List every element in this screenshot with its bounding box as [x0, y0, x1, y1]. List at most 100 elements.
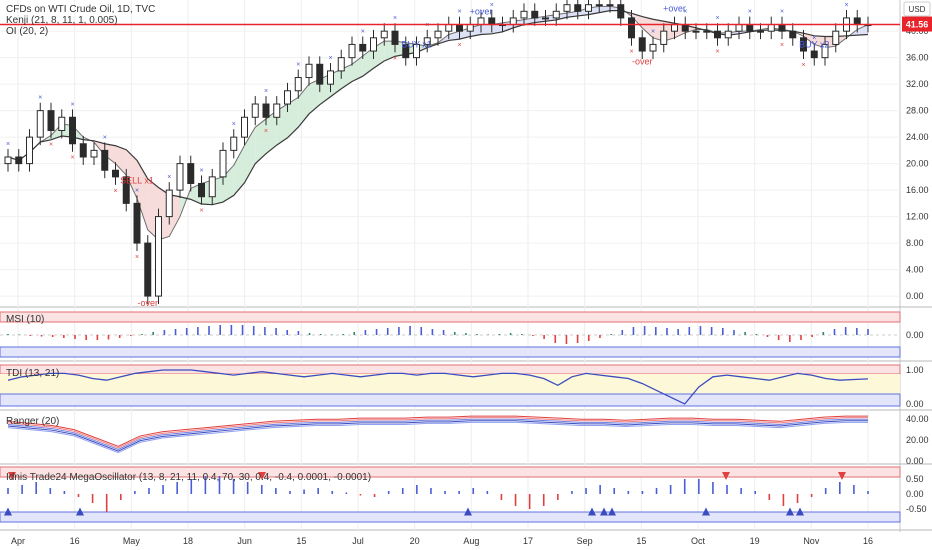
y-tick-label: 4.00	[906, 265, 924, 275]
signal-annotation: -over	[632, 56, 653, 66]
candle-down	[69, 116, 76, 145]
candle-up	[305, 63, 313, 79]
x-tick-label: 18	[183, 536, 193, 546]
candle-down	[778, 24, 786, 32]
ranger-line	[7, 417, 868, 449]
y-tick-label: 0.50	[906, 474, 924, 484]
candle-down	[402, 43, 410, 59]
mega-triangle-up	[464, 507, 472, 516]
candle-up	[520, 10, 528, 19]
x-tick-label: Sep	[577, 536, 593, 546]
kenji-cloud-segment	[309, 79, 320, 114]
candle-down	[391, 30, 399, 45]
candle-down	[574, 4, 582, 12]
signal-marker: ×	[780, 9, 784, 16]
candle-up	[219, 149, 227, 178]
kenji-cloud-segment	[115, 145, 127, 176]
oscillator-band	[0, 346, 901, 358]
x-tick-label: Jul	[352, 536, 364, 546]
candle-up	[251, 103, 259, 118]
candle-up	[445, 24, 453, 32]
signal-annotation: BUY x2	[799, 40, 829, 50]
candle-down	[746, 24, 754, 32]
signal-marker: ×	[715, 15, 719, 22]
mega-triangle-up	[76, 507, 84, 516]
kenji-cloud-segment	[362, 47, 374, 77]
signal-marker: ×	[715, 49, 719, 56]
pane-mega-label: Idnis Trade24 MegaOscillator (13, 8, 21,…	[6, 472, 372, 483]
candle-down	[133, 202, 141, 244]
mega-triangle-up	[608, 507, 616, 516]
candle-down	[101, 149, 109, 171]
candle-down	[617, 4, 625, 19]
x-tick-label: Oct	[691, 536, 706, 546]
ranger-line	[7, 418, 868, 451]
indicator-oi: OI (20, 2)	[6, 26, 49, 37]
signal-marker: ×	[103, 134, 107, 141]
kenji-cloud-segment	[384, 41, 395, 61]
mega-triangle-up	[588, 507, 596, 516]
signal-marker: ×	[780, 42, 784, 49]
candle-up	[90, 149, 98, 158]
candle-up	[36, 110, 44, 138]
candle-up	[466, 24, 474, 32]
candle-up	[327, 70, 334, 85]
candle-down	[853, 17, 861, 26]
current-price-value: 41.56	[906, 20, 929, 30]
candle-up	[671, 24, 678, 32]
candle-up	[434, 30, 442, 39]
candle-up	[155, 216, 162, 297]
signal-marker: ×	[629, 49, 633, 56]
candle-up	[735, 24, 743, 32]
tdi-line	[7, 369, 869, 405]
signal-marker: ×	[38, 95, 42, 102]
y-tick-label: 28.00	[906, 106, 929, 116]
candle-up	[832, 30, 840, 45]
signal-annotation: BUY x1	[401, 40, 431, 50]
candle-up	[413, 43, 420, 59]
candle-down	[638, 37, 646, 52]
kenji-cloud-segment	[104, 143, 116, 164]
candle-up	[757, 30, 764, 33]
candle-up	[348, 43, 356, 59]
candle-up	[821, 43, 829, 59]
x-tick-label: 17	[523, 536, 533, 546]
x-tick-label: Nov	[803, 536, 820, 546]
candle-up	[176, 163, 184, 191]
kenji-cloud-segment	[857, 24, 868, 36]
candle-up	[585, 4, 592, 12]
kenji-cloud-segment	[481, 24, 492, 35]
oscillator-band	[0, 393, 901, 407]
y-tick-label: 0.00	[906, 330, 924, 340]
y-tick-label: 32.00	[906, 79, 929, 89]
signal-marker: ×	[70, 101, 74, 108]
signal-marker: ×	[522, 0, 526, 2]
signal-marker: ×	[296, 62, 300, 69]
mega-triangle-down	[838, 472, 846, 480]
candle-down	[47, 110, 55, 132]
candle-up	[4, 156, 12, 165]
y-tick-label: 12.00	[906, 212, 929, 222]
signal-marker: ×	[393, 15, 397, 22]
kenji-cloud-segment	[233, 145, 245, 196]
y-tick-label: 20.00	[906, 435, 929, 445]
candle-up	[380, 30, 388, 39]
signal-marker: ×	[748, 9, 752, 16]
candle-down	[144, 242, 152, 297]
signal-marker: ×	[264, 128, 268, 135]
signal-marker: ×	[328, 55, 332, 62]
signal-marker: ×	[49, 141, 53, 148]
candle-up	[423, 37, 431, 45]
candle-down	[810, 50, 818, 59]
candle-down	[488, 17, 496, 26]
candle-down	[122, 176, 130, 204]
kenji-cloud-segment	[803, 33, 815, 45]
kenji-cloud-segment	[287, 97, 299, 138]
ranger-line	[7, 421, 868, 454]
candle-down	[15, 156, 23, 165]
signal-marker: ×	[264, 88, 268, 95]
x-tick-label: May	[123, 536, 141, 546]
candle-up	[767, 24, 775, 32]
candle-up	[649, 43, 657, 52]
signal-marker: ×	[199, 168, 203, 175]
